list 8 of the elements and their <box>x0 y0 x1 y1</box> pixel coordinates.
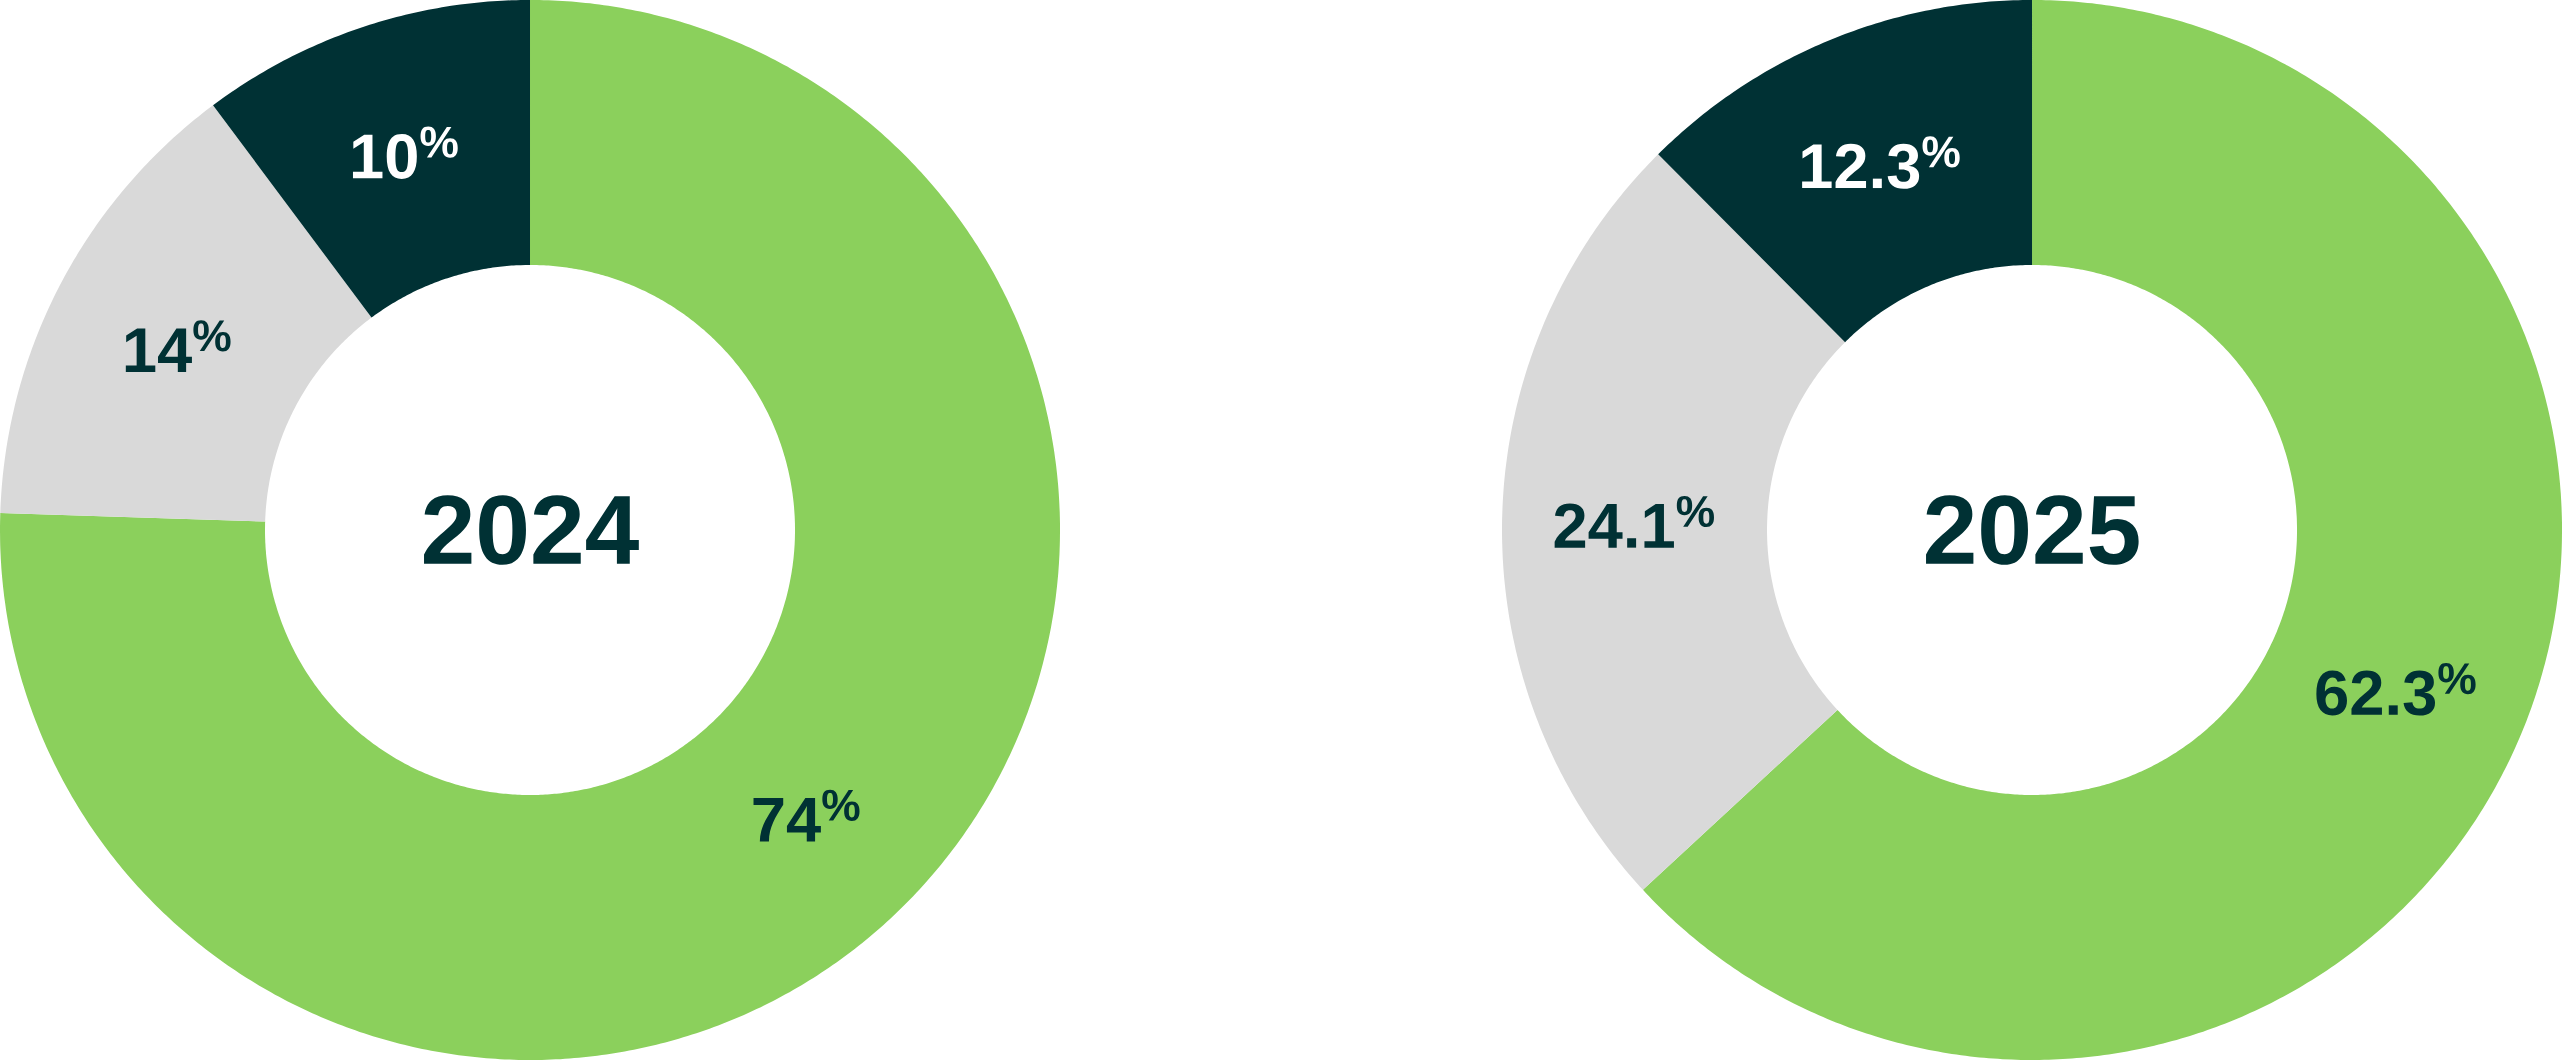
data-label: 10$^{%}$ <box>352 126 458 179</box>
text: 2025 <box>1926 495 2139 565</box>
text: 2024 <box>424 495 639 565</box>
data-label: 62.3$^{%}$ <box>2316 663 2476 716</box>
data-label: 12.3$^{%}$ <box>1802 136 1960 189</box>
data-label: 14$^{%}$ <box>125 320 231 372</box>
data-label: 24.1$^{%}$ <box>1554 495 1714 548</box>
data-label: 74$^{%}$ <box>753 789 860 842</box>
